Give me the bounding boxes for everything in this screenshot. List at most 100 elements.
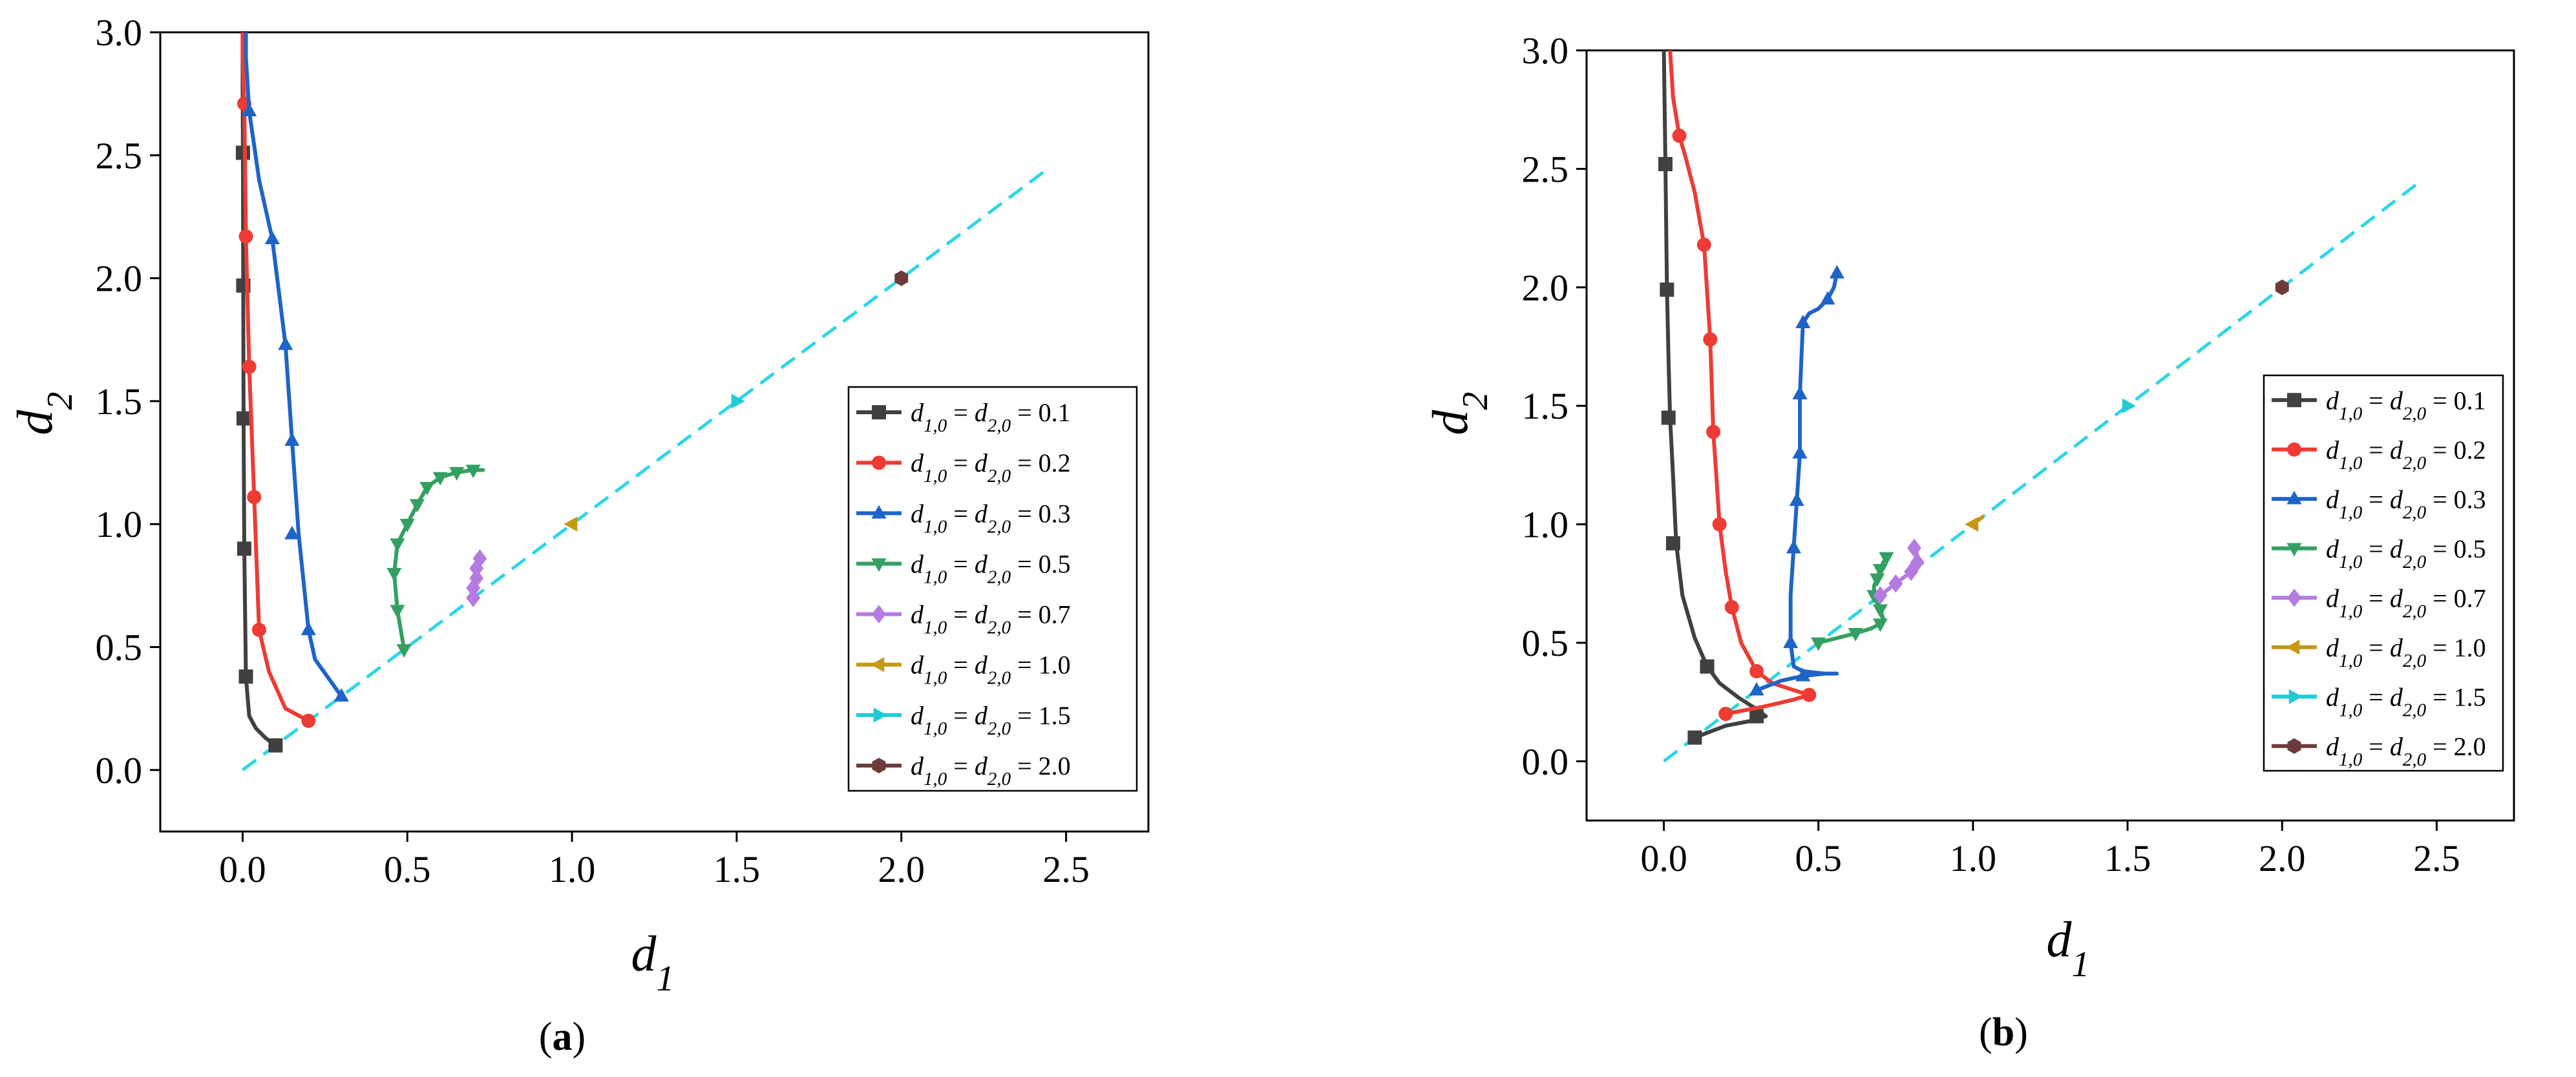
- legend-swatch-marker: [872, 757, 886, 774]
- y-tick-label: 2.0: [96, 258, 143, 300]
- data-point: [469, 569, 484, 588]
- legend-label-8: d1,0 = d2,0 = 2.0: [911, 751, 1071, 789]
- legend-label-5: d1,0 = d2,0 = 0.7: [2326, 583, 2486, 622]
- data-point: [1795, 315, 1811, 329]
- legend-label-6: d1,0 = d2,0 = 1.0: [911, 651, 1071, 689]
- data-point: [1749, 709, 1764, 724]
- legend-swatch-marker: [872, 455, 886, 470]
- data-point: [894, 270, 909, 286]
- data-point: [1795, 667, 1811, 682]
- legend-label-7: d1,0 = d2,0 = 1.5: [911, 701, 1071, 739]
- series-line: [1662, 50, 1768, 740]
- legend-label-6: d1,0 = d2,0 = 1.0: [2326, 633, 2486, 671]
- data-point: [465, 465, 481, 479]
- data-point: [449, 467, 465, 481]
- legend-swatch-marker: [2287, 738, 2301, 754]
- data-point: [251, 622, 266, 637]
- data-point: [1660, 282, 1674, 297]
- plot-area: [1658, 50, 2423, 763]
- series-6: [1965, 515, 1985, 532]
- legend-swatch-marker: [2286, 640, 2300, 655]
- data-point: [390, 538, 405, 552]
- legend-swatch-marker: [2288, 689, 2303, 704]
- data-point: [1706, 424, 1721, 439]
- x-tick-label: 1.0: [1950, 837, 1997, 879]
- series-line: [244, 32, 344, 698]
- data-point: [1965, 516, 1979, 532]
- y-tick-label: 1.5: [96, 381, 143, 423]
- x-tick-label: 1.5: [713, 848, 761, 890]
- data-point: [1703, 332, 1718, 347]
- series-4: [386, 465, 485, 658]
- legend-swatch-marker: [2286, 490, 2302, 505]
- legend-box: [2263, 374, 2504, 772]
- y-tick-label: 0.0: [96, 749, 143, 791]
- y-axis-title: d2: [1422, 392, 1495, 435]
- data-point: [236, 411, 251, 426]
- legend: d1,0 = d2,0 = 0.1 d1,0 = d2,0 = 0.2 d1,0 =…: [2263, 374, 2504, 772]
- legend-box: [847, 386, 1138, 792]
- data-point: [301, 622, 316, 636]
- data-point: [284, 525, 300, 539]
- plot-frame: [1585, 49, 2515, 822]
- x-axis-title: d1: [2047, 911, 2090, 985]
- series-5: [466, 549, 487, 607]
- data-point: [564, 516, 578, 532]
- reference-dashed-line: [1663, 179, 2423, 763]
- legend-label-1: d1,0 = d2,0 = 0.1: [2326, 386, 2486, 424]
- series-7: [731, 393, 745, 409]
- y-tick-label: 2.0: [1522, 267, 1569, 309]
- data-point: [1783, 634, 1799, 649]
- series-2: [237, 32, 316, 728]
- x-tick-label: 2.5: [2413, 837, 2460, 879]
- x-tick-label: 0.5: [1795, 837, 1842, 879]
- data-point: [1811, 637, 1826, 651]
- x-tick-label: 0.0: [1640, 837, 1687, 879]
- data-point: [1700, 659, 1715, 674]
- legend-swatch-marker: [873, 707, 887, 723]
- x-tick-label: 2.0: [878, 848, 925, 890]
- y-axis-title: d2: [6, 392, 80, 435]
- legend-swatch-marker: [871, 657, 885, 673]
- series-line: [1668, 50, 1811, 716]
- series-line: [1755, 271, 1839, 693]
- data-point: [1907, 538, 1922, 558]
- data-point: [1665, 536, 1680, 550]
- data-point: [2275, 279, 2289, 295]
- data-point: [1718, 706, 1733, 721]
- data-point: [432, 472, 448, 486]
- data-point: [1658, 157, 1673, 172]
- legend-label-3: d1,0 = d2,0 = 0.3: [911, 499, 1071, 537]
- legend-swatch-marker: [2287, 393, 2301, 408]
- y-tick-label: 1.0: [1522, 504, 1569, 546]
- chart-panel-a: 0.0 0.5 1.0 1.5 2.0 2.5 0.0 0.5 1.0 1.5 2.0 2.5 3.0 d…: [6, 12, 1150, 1059]
- data-point: [268, 738, 283, 753]
- y-tick-label: 3.0: [1522, 30, 1569, 72]
- y-tick-label: 2.5: [1522, 148, 1569, 190]
- legend-label-1: d1,0 = d2,0 = 0.1: [911, 398, 1071, 436]
- data-point: [1872, 604, 1888, 618]
- y-tick-label: 0.5: [1522, 622, 1569, 664]
- data-point: [2122, 398, 2136, 413]
- x-axis-title: d1: [631, 925, 675, 999]
- x-tick-label: 2.0: [2259, 837, 2306, 879]
- y-tick-label: 1.0: [96, 503, 143, 545]
- legend-swatch-marker: [871, 558, 887, 572]
- legend-swatch-marker: [2287, 442, 2301, 457]
- series-3: [242, 32, 349, 702]
- panel-label: (b): [1979, 1010, 2028, 1054]
- legend-label-4: d1,0 = d2,0 = 0.5: [2326, 534, 2486, 572]
- x-tick-label: 2.5: [1042, 848, 1090, 890]
- data-point: [1802, 687, 1817, 702]
- data-point: [1789, 492, 1804, 507]
- data-point: [238, 669, 253, 684]
- series-8: [894, 270, 909, 286]
- data-point: [278, 336, 293, 350]
- x-tick-label: 0.0: [219, 848, 266, 890]
- legend-swatch-marker: [871, 505, 887, 519]
- data-point: [1661, 410, 1676, 425]
- data-point: [1687, 730, 1702, 745]
- chart-panel-b: 0.0 0.5 1.0 1.5 2.0 2.5 0.0 0.5 1.0 1.5 2.0 2.5 3.0 d…: [1422, 30, 2515, 1054]
- legend-label-4: d1,0 = d2,0 = 0.5: [911, 549, 1071, 587]
- series-line: [240, 32, 278, 748]
